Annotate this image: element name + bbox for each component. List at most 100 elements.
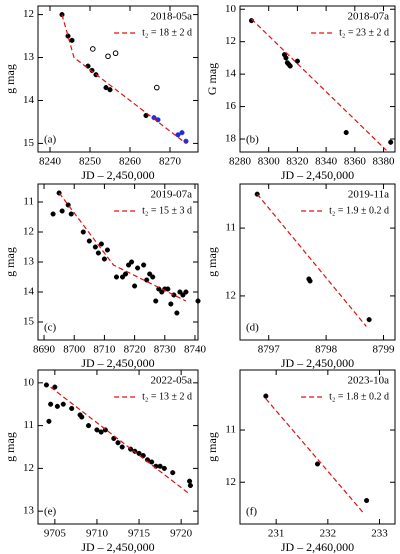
x-tick-label: 9715: [128, 528, 151, 540]
x-tick-label: 9720: [170, 528, 193, 540]
point: [101, 256, 107, 262]
x-tick-label: 8240: [39, 156, 62, 168]
point: [136, 450, 142, 456]
point: [156, 286, 162, 292]
x-tick-label: 8360: [344, 156, 367, 168]
x-tick-label: 8340: [315, 156, 338, 168]
y-tick-label: 11: [23, 419, 34, 431]
point: [122, 271, 129, 277]
y-axis-label: g mag: [205, 432, 219, 462]
point: [69, 405, 75, 412]
y-tick-label: 14: [225, 68, 237, 80]
point: [168, 301, 174, 307]
point: [153, 298, 159, 304]
legend-label: t₂ = 23 ± 2 d: [339, 27, 389, 38]
x-tick-label: 8380: [373, 156, 396, 168]
open-point: [154, 84, 160, 91]
legend-label: t₂ = 15 ± 3 d: [142, 205, 192, 216]
panel-label: (a): [44, 134, 57, 146]
x-axis-label: JD – 2,450,000: [81, 540, 154, 554]
chart-title: 2018-07a: [347, 11, 389, 23]
point: [177, 289, 183, 295]
point: [195, 298, 201, 304]
point: [187, 482, 193, 489]
point: [98, 241, 104, 247]
point: [119, 274, 126, 280]
point: [151, 115, 157, 121]
point: [161, 465, 167, 471]
y-tick-label: 13: [23, 505, 35, 517]
point: [107, 87, 113, 93]
point: [104, 247, 110, 253]
point: [343, 129, 349, 136]
point: [65, 33, 71, 39]
point: [103, 85, 109, 91]
x-axis-label: JD – 2,450,000: [81, 168, 154, 182]
plot-frame: [37, 369, 199, 525]
point: [48, 401, 54, 407]
point: [95, 250, 101, 256]
y-tick-label: 15: [23, 137, 35, 149]
y-axis-label: g mag: [3, 432, 17, 462]
x-axis-label: JD – 2,460,000: [281, 540, 354, 554]
point: [147, 271, 153, 277]
point: [113, 274, 120, 280]
y-tick-label: 12: [225, 35, 236, 47]
y-tick-label: 14: [23, 286, 35, 298]
point: [46, 418, 52, 424]
point: [364, 497, 370, 504]
y-axis-label: g mag: [3, 64, 17, 94]
x-tick-label: 8250: [79, 156, 102, 168]
y-tick-label: 12: [23, 226, 34, 238]
point: [59, 208, 65, 214]
point: [366, 317, 372, 323]
x-tick-label: 8300: [258, 156, 281, 168]
x-tick-label: 8799: [373, 344, 396, 356]
plot-frame: [37, 5, 199, 153]
fit-line: [50, 386, 190, 495]
x-tick-label: 8740: [184, 344, 207, 356]
fit-line: [256, 193, 367, 327]
x-tick-label: 8280: [229, 156, 252, 168]
point: [94, 427, 100, 433]
point: [170, 470, 176, 476]
point: [149, 459, 155, 465]
point: [150, 274, 156, 280]
point: [98, 429, 104, 435]
point: [307, 278, 313, 284]
x-tick-label: 8730: [154, 344, 177, 356]
panel-label: (c): [44, 322, 57, 334]
y-tick-label: 13: [23, 51, 35, 63]
point: [60, 401, 66, 407]
point: [157, 463, 163, 469]
y-tick-label: 13: [23, 256, 35, 268]
point: [287, 63, 293, 69]
x-tick-label: 8700: [63, 344, 86, 356]
x-tick-label: 9710: [86, 528, 109, 540]
y-tick-label: 15: [23, 316, 35, 328]
legend-label: t₂ = 18 ± 2 d: [142, 27, 192, 38]
point: [85, 423, 92, 429]
x-tick-label: 231: [268, 528, 285, 540]
point: [171, 292, 177, 298]
chart-title: 2023-10a: [347, 375, 389, 387]
x-tick-label: 8798: [315, 344, 338, 356]
point: [144, 277, 150, 283]
x-tick-label: 8720: [124, 344, 147, 356]
x-axis-label: JD – 2,450,000: [281, 168, 354, 182]
point: [135, 265, 141, 271]
point: [54, 403, 60, 409]
point: [180, 292, 186, 298]
x-tick-label: 8710: [93, 344, 116, 356]
fit-line: [61, 14, 187, 144]
plot-frame: [239, 5, 396, 153]
plot-frame: [239, 369, 396, 525]
point: [52, 384, 58, 390]
y-tick-label: 18: [225, 133, 237, 145]
x-tick-label: 8690: [33, 344, 56, 356]
y-tick-label: 10: [23, 376, 35, 388]
y-axis-label: g mag: [3, 247, 17, 277]
chart-title: 2018-05a: [150, 11, 192, 23]
